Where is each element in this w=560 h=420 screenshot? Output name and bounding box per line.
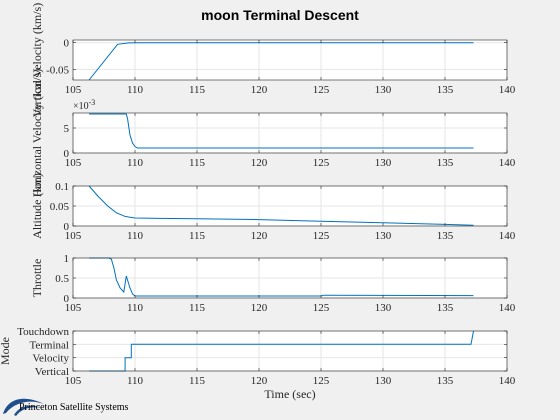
chart-5-x-tick-label-2: 115 [189,375,206,387]
chart-4-x-tick-label-7: 140 [499,302,516,314]
chart-1-y-tick-label-1: -0.05 [46,64,69,76]
chart-2-x-tick-label-0: 105 [65,157,82,169]
chart-4-x-tick-label-1: 110 [127,302,144,314]
chart-5-x-axis-label: Time (sec) [264,387,315,401]
chart-5-y-tick-label-3: Touchdown [17,326,69,338]
chart-4-x-tick-label-3: 120 [251,302,268,314]
company-logo: Princeton Satellite Systems [3,398,129,416]
chart-4-x-tick-label-6: 135 [437,302,454,314]
chart-1-x-tick-label-4: 125 [313,84,330,96]
chart-3-series-line [88,185,474,226]
chart-1-x-tick-label-0: 105 [65,84,82,96]
chart-1-y-tick-label-0: 0 [64,38,70,50]
chart-4-x-tick-label-0: 105 [65,302,82,314]
chart-2-x-tick-label-2: 115 [189,157,206,169]
chart-5-x-tick-label-6: 135 [437,375,454,387]
logo-text: Princeton Satellite Systems [19,402,129,413]
chart-3-x-tick-label-4: 125 [313,230,330,242]
chart-5-y-tick-label-0: Vertical [35,366,69,378]
chart-3-x-tick-label-7: 140 [499,230,516,242]
chart-4-y-tick-label-1: 0.5 [55,273,69,285]
axes-throttle: 105 110 115 120 125 130 135 140 0 0.5 1 Throttle [30,253,516,314]
axes-mode: 105 110 115 120 125 130 135 140 VerticalVelocity… [0,326,516,401]
chart-5-x-tick-label-7: 140 [499,375,516,387]
chart-3-x-tick-label-1: 110 [127,230,144,242]
chart-2-y-axis-label: Horizontal Velocity (km/s) [30,69,44,197]
chart-3-x-tick-label-2: 115 [189,230,206,242]
chart-3-y-tick-label-2: 0.1 [55,181,69,193]
chart-3-x-tick-label-3: 120 [251,230,268,242]
chart-5-x-tick-label-5: 130 [375,375,392,387]
chart-5-axes-box [72,330,508,372]
chart-1-x-tick-label-5: 130 [375,84,392,96]
chart-1-x-tick-label-2: 115 [189,84,206,96]
chart-2-exponent-power: -3 [89,98,96,107]
figure-title: moon Terminal Descent [201,7,359,23]
chart-1-axes-box [72,39,508,81]
chart-4-x-tick-label-2: 115 [189,302,206,314]
chart-4-x-tick-label-4: 125 [313,302,330,314]
chart-1-y-axis-label: Vertical Velocity (km/s) [30,3,44,117]
chart-2-x-tick-label-7: 140 [499,157,516,169]
chart-2-x-tick-label-6: 135 [437,157,454,169]
logo-swoosh [3,398,44,414]
chart-5-y-tick-label-2: Terminal [29,339,69,351]
axes-altitude: 105 110 115 120 125 130 135 140 0 0.05 0.1 Altitude… [30,173,516,242]
chart-1-x-tick-label-3: 120 [251,84,268,96]
chart-4-y-axis-label: Throttle [30,259,44,298]
chart-2-x-tick-label-4: 125 [313,157,330,169]
chart-2-axes-box [72,112,508,154]
logo-swoosh-inner [14,405,42,416]
chart-2-x-tick-label-3: 120 [251,157,268,169]
chart-4-series-line [89,257,474,297]
chart-5-y-axis-label: Mode [0,337,12,365]
chart-2-x-tick-label-5: 130 [375,157,392,169]
chart-3-y-tick-label-1: 0.05 [50,201,70,213]
chart-4-x-tick-label-5: 130 [375,302,392,314]
chart-5-y-tick-label-1: Velocity [32,353,69,365]
chart-5-x-tick-label-4: 125 [313,375,330,387]
chart-3-x-tick-label-6: 135 [437,230,454,242]
chart-4-y-tick-label-0: 0 [64,293,70,305]
axes-horizontal-velocity: 105 110 115 120 125 130 135 14005×10-3Horizonta… [30,69,516,197]
chart-2-series-line [89,113,474,149]
chart-1-x-tick-label-7: 140 [499,84,516,96]
chart-1-plot-area [73,40,507,80]
chart-3-x-tick-label-5: 130 [375,230,392,242]
chart-1-x-tick-label-1: 110 [127,84,144,96]
chart-3-y-axis-label: Altitude (km) [30,173,44,239]
chart-3-x-tick-label-0: 105 [65,230,82,242]
chart-5-x-tick-label-1: 110 [127,375,144,387]
chart-5-x-tick-label-3: 120 [251,375,268,387]
chart-1-x-tick-label-6: 135 [437,84,454,96]
chart-2-y-tick-label-0: 0 [64,148,70,160]
chart-2-y-tick-label-1: 5 [64,123,70,135]
chart-5-plot-area [73,331,507,371]
chart-4-y-tick-label-2: 1 [64,253,70,265]
chart-2-plot-area [73,113,507,153]
chart-5-x-tick-label-0: 105 [65,375,82,387]
chart-3-y-tick-label-0: 0 [64,221,70,233]
chart-2-x-tick-label-1: 110 [127,157,144,169]
